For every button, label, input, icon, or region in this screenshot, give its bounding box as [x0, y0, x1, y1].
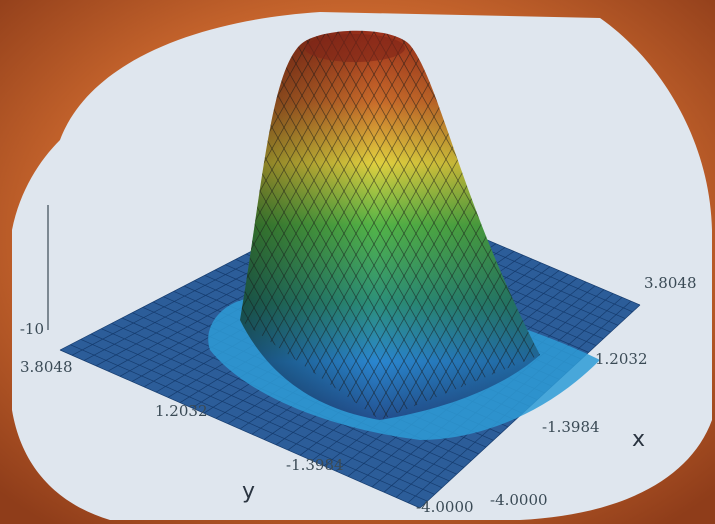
- surface-mesh-line: [323, 30, 540, 421]
- surface-mesh-line: [335, 30, 540, 421]
- surface-mesh-line: [240, 30, 345, 421]
- y-tick-label: 1.2032: [155, 402, 208, 420]
- x-tick-label: -4.0000: [490, 491, 548, 509]
- surface-mesh-line: [240, 30, 413, 421]
- surface-mesh-line: [240, 30, 449, 421]
- y-axis-label: y: [242, 479, 255, 504]
- surface-mesh-line: [419, 30, 540, 421]
- surface-mesh-line: [240, 30, 441, 421]
- x-tick-label: -1.3984: [542, 418, 600, 436]
- surface-shading: [240, 30, 540, 421]
- surface-mesh-line: [240, 30, 389, 421]
- surface-mesh-line: [343, 30, 540, 421]
- surface-mesh-line: [240, 30, 401, 421]
- surface-mesh-line: [240, 30, 333, 421]
- surface-mesh-line: [240, 30, 429, 421]
- z-tick-label: -10: [20, 320, 44, 338]
- y-tick-label: 3.8048: [20, 358, 73, 376]
- y-tick-label: -4.0000: [416, 498, 474, 516]
- surface-mesh-line: [347, 30, 540, 421]
- surface-mesh-line: [240, 30, 393, 421]
- surface-mesh-line: [240, 30, 369, 421]
- surface-mesh-line: [331, 30, 540, 421]
- surface-crater: [305, 34, 405, 62]
- surface-mesh-line: [240, 30, 453, 421]
- x-tick-label: 3.8048: [644, 274, 697, 292]
- surface-mesh-line: [240, 30, 417, 421]
- tick-labels: -10 3.8048 1.2032 -1.3984 -4.0000 -4.000…: [20, 274, 697, 516]
- surface-mesh-line: [240, 30, 425, 421]
- surface-mesh-line: [240, 30, 437, 421]
- surface-mesh-line: [240, 30, 405, 421]
- surface-mesh-line: [247, 30, 509, 421]
- surface-mesh-line: [240, 30, 357, 421]
- y-tick-label: -1.3984: [286, 456, 344, 474]
- x-axis-label: x: [632, 427, 645, 452]
- x-tick-label: 1.2032: [595, 350, 648, 368]
